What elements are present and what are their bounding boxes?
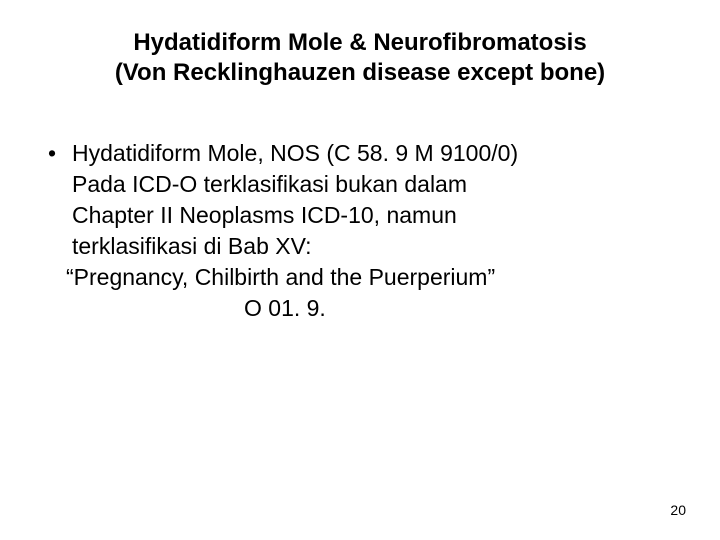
bullet-list: Hydatidiform Mole, NOS (C 58. 9 M 9100/0… xyxy=(44,138,680,169)
body-line-5: “Pregnancy, Chilbirth and the Puerperium… xyxy=(44,262,680,293)
page-number: 20 xyxy=(670,502,686,518)
slide: Hydatidiform Mole & Neurofibromatosis (V… xyxy=(0,0,720,540)
body-line-6: O 01. 9. xyxy=(44,293,680,324)
title-line-2: (Von Recklinghauzen disease except bone) xyxy=(70,58,650,88)
body-line-3: Chapter II Neoplasms ICD-10, namun xyxy=(44,200,680,231)
bullet-line-1: Hydatidiform Mole, NOS (C 58. 9 M 9100/0… xyxy=(72,140,518,166)
slide-body: Hydatidiform Mole, NOS (C 58. 9 M 9100/0… xyxy=(44,138,680,324)
body-line-4: terklasifikasi di Bab XV: xyxy=(44,231,680,262)
body-line-2: Pada ICD-O terklasifikasi bukan dalam xyxy=(44,169,680,200)
title-line-1: Hydatidiform Mole & Neurofibromatosis xyxy=(70,28,650,58)
bullet-item-1: Hydatidiform Mole, NOS (C 58. 9 M 9100/0… xyxy=(44,138,680,169)
slide-title: Hydatidiform Mole & Neurofibromatosis (V… xyxy=(70,28,650,88)
